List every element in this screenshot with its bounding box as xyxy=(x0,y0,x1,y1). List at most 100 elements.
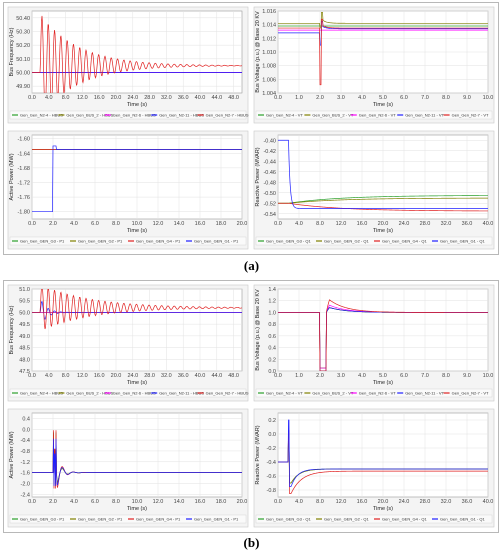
legend xyxy=(9,110,247,120)
x-tick-label: 4.0 xyxy=(70,499,78,505)
x-tick-label: 36.0 xyxy=(178,373,189,379)
x-tick-label: 4.0 xyxy=(45,373,53,379)
x-tick-label: 12.0 xyxy=(336,499,347,505)
x-tick-label: 6.0 xyxy=(400,95,408,101)
y-tick-label: -0.8 xyxy=(21,449,30,455)
y-tick-label: -1.80 xyxy=(17,210,30,216)
x-tick-label: 16.0 xyxy=(357,499,368,505)
legend-entry: Gen_Gen_N2-7 - HBUS xyxy=(206,391,249,396)
series-line-3 xyxy=(278,202,488,212)
x-tick-label: 3.0 xyxy=(337,373,345,379)
x-tick-label: 1.0 xyxy=(295,95,303,101)
y-tick-label: 1.2 xyxy=(268,299,276,305)
legend-entry: Gen_Gen_BUS_2 - HBUS xyxy=(66,391,113,396)
y-tick-label: 49.90 xyxy=(16,84,30,90)
chart-b1: 0.0 4.0 8.0 12.0 16.0 20.0 24.0 28.0 32.0 36.0 40.… xyxy=(7,284,249,402)
legend-entry: Gen_Gen_GEN_G4 - P1 xyxy=(136,239,181,244)
x-tick-label: 0.0 xyxy=(274,95,282,101)
y-tick-label: 1.4 xyxy=(268,287,276,293)
y-tick-label: 49.0 xyxy=(19,334,30,340)
y-tick-label: -2.4 xyxy=(21,492,30,498)
y-tick-label: 48.0 xyxy=(19,357,30,363)
y-tick-label: -0.54 xyxy=(263,212,276,218)
legend-entry: Gen_Gen_GEN_G2 - Q1 xyxy=(324,517,369,522)
x-tick-label: 3.0 xyxy=(337,95,345,101)
x-tick-label: 14.0 xyxy=(174,499,185,505)
y-tick-label: 51.0 xyxy=(19,287,30,293)
x-tick-label: 20.0 xyxy=(111,373,122,379)
x-tick-label: 1.0 xyxy=(295,373,303,379)
y-tick-label: 1.012 xyxy=(262,36,276,42)
series-group xyxy=(278,299,488,371)
figure-b-svg: 0.0 4.0 8.0 12.0 16.0 20.0 24.0 28.0 32.0 36.0 40.… xyxy=(7,284,495,528)
y-tick-label: 50.00 xyxy=(16,71,30,77)
y-tick-label: -0.42 xyxy=(263,149,276,155)
y-tick-label: -0.44 xyxy=(263,159,276,165)
legend-entry: Gen_Gen_N2-4 - HBUS xyxy=(20,391,63,396)
legend-entry: Gen_Gen_N2-7 - VT xyxy=(452,113,489,118)
x-tick-label: 12.0 xyxy=(77,95,88,101)
y-tick-label: -0.6 xyxy=(267,474,276,480)
x-tick-label: 12.0 xyxy=(153,221,164,227)
series-line-3 xyxy=(278,430,488,494)
y-tick-label: -1.60 xyxy=(17,137,30,143)
y-tick-label: -1.68 xyxy=(17,166,30,172)
x-axis-label: Time (s) xyxy=(127,506,147,512)
legend-entry: Gen_Gen_N2-6 - HBUS xyxy=(113,113,156,118)
legend-entry: Gen_Gen_N2-7 - VT xyxy=(452,391,489,396)
series-line-5 xyxy=(32,15,242,93)
y-axis-label: Bus Voltage (p.u.) @ Base 20 KV xyxy=(255,11,261,93)
x-tick-label: 12.0 xyxy=(153,499,164,505)
x-tick-label: 0.0 xyxy=(28,221,36,227)
y-tick-label: -0.40 xyxy=(263,138,276,144)
x-tick-label: 0.0 xyxy=(28,95,36,101)
x-tick-label: 5.0 xyxy=(379,95,387,101)
x-tick-label: 4.0 xyxy=(358,95,366,101)
legend-entry: Gen_Gen_N2-4 - HBUS xyxy=(20,113,63,118)
y-tick-label: -2.0 xyxy=(21,481,30,487)
y-tick-label: 1.016 xyxy=(262,9,276,15)
x-tick-label: 2.0 xyxy=(316,95,324,101)
legend xyxy=(255,388,493,398)
x-axis-label: Time (s) xyxy=(373,102,393,108)
x-tick-label: 8.0 xyxy=(316,221,324,227)
figure-b: 0.0 4.0 8.0 12.0 16.0 20.0 24.0 28.0 32.0 36.0 40.… xyxy=(3,280,499,533)
series-line-5 xyxy=(278,299,488,371)
y-tick-label: 1.008 xyxy=(262,64,276,70)
x-tick-label: 18.0 xyxy=(216,221,227,227)
y-axis-label: Bus Frequency (Hz) xyxy=(9,305,15,354)
x-tick-label: 36.0 xyxy=(462,221,473,227)
y-tick-label: -0.4 xyxy=(267,460,276,466)
x-tick-label: 8.0 xyxy=(316,499,324,505)
x-tick-label: 40.0 xyxy=(483,221,494,227)
y-tick-label: 0.8 xyxy=(268,322,276,328)
y-tick-label: 50.20 xyxy=(16,43,30,49)
x-axis-label: Time (s) xyxy=(127,102,147,108)
y-tick-label: -0.46 xyxy=(263,170,276,176)
y-tick-label: 50.40 xyxy=(16,16,30,22)
legend-entry: Gen_Gen_N2-11 - HBUS xyxy=(159,391,204,396)
y-tick-label: 0.4 xyxy=(268,346,276,352)
y-tick-label: 1.014 xyxy=(262,23,276,29)
legend-entry: Gen_Gen_N2-11 - HBUS xyxy=(159,113,204,118)
legend xyxy=(9,388,247,398)
x-tick-label: 32.0 xyxy=(441,221,452,227)
x-tick-label: 10.0 xyxy=(132,499,143,505)
x-tick-label: 8.0 xyxy=(112,499,120,505)
legend-entry: Gen_Gen_BUS_2 - VT xyxy=(312,391,353,396)
chart-b2: 0.0 1.0 2.0 3.0 4.0 5.0 6.0 7.0 8.0 9.0 10.0 0.0 0.2… xyxy=(253,284,495,402)
figure-a-svg: 0.0 4.0 8.0 12.0 16.0 20.0 24.0 28.0 32.0 36.0 40.… xyxy=(7,6,495,250)
chart-a4: 0.0 4.0 8.0 12.0 16.0 20.0 24.0 28.0 32.0 36.0 40.… xyxy=(253,130,495,250)
chart-a1: 0.0 4.0 8.0 12.0 16.0 20.0 24.0 28.0 32.0 36.0 40.… xyxy=(7,6,249,124)
legend-entry: Gen_Gen_GEN_G3 - P1 xyxy=(20,239,65,244)
legend-entry: Gen_Gen_GEN_G3 - Q1 xyxy=(266,517,311,522)
y-axis-label: Bus Frequency (Hz) xyxy=(9,27,15,76)
legend-entry: Gen_Gen_N2-6 - VT xyxy=(359,391,396,396)
x-tick-label: 0.0 xyxy=(28,499,36,505)
y-tick-label: -1.64 xyxy=(17,151,30,157)
y-tick-label: -0.2 xyxy=(267,446,276,452)
series-line-5 xyxy=(32,289,242,330)
x-tick-label: 5.0 xyxy=(379,373,387,379)
y-tick-label: 0.2 xyxy=(268,418,276,424)
y-tick-label: -0.4 xyxy=(21,438,30,444)
